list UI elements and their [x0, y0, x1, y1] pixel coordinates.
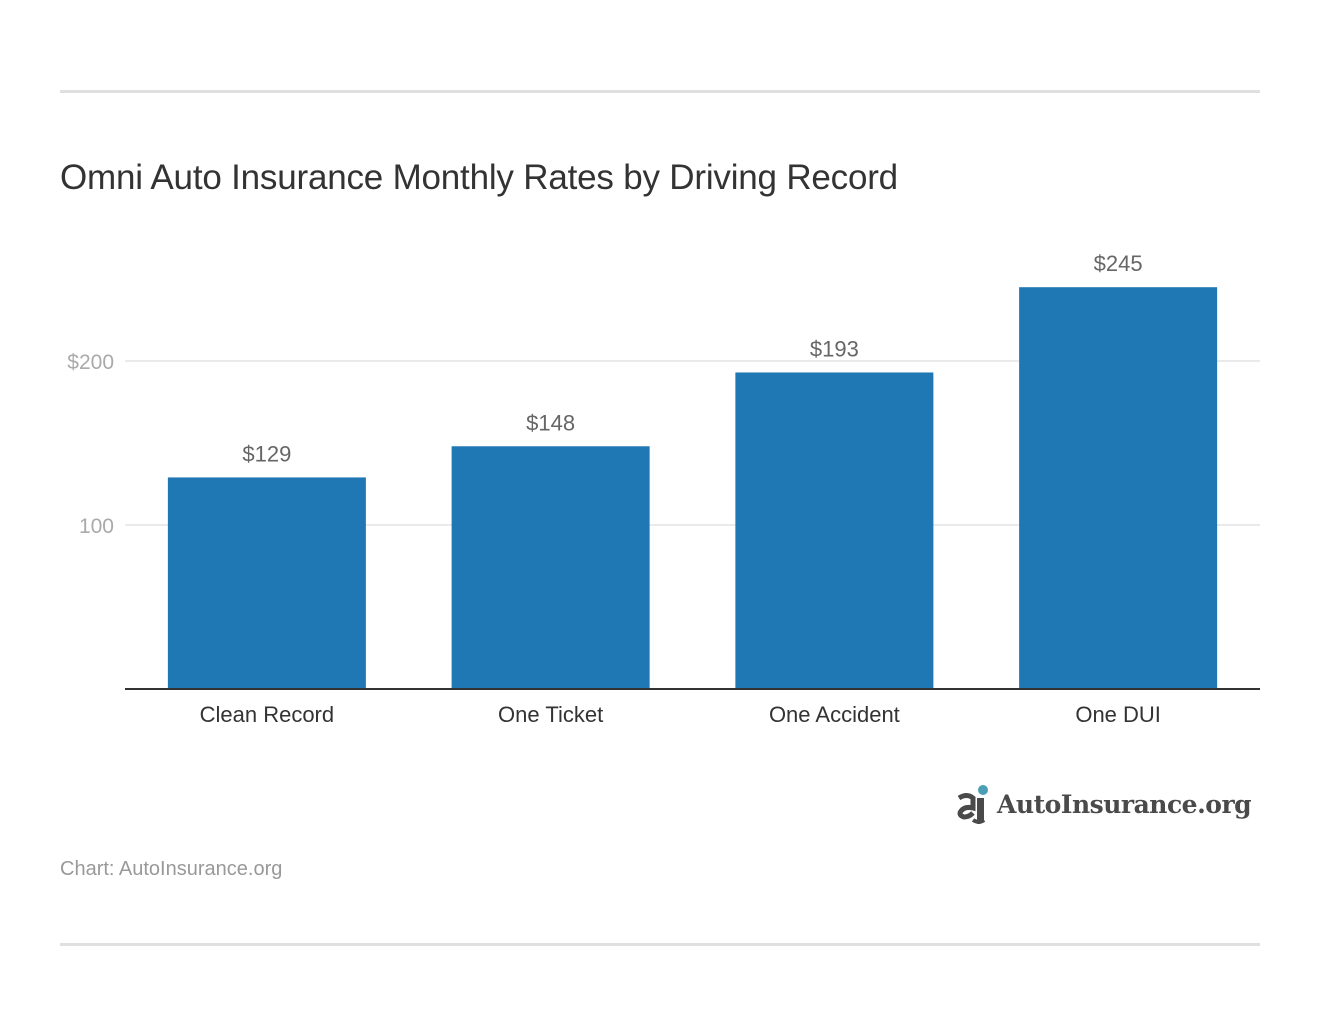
x-tick-label: One Ticket	[498, 702, 603, 727]
data-label: $245	[1094, 251, 1143, 276]
bar	[735, 372, 934, 689]
chart-source: Chart: AutoInsurance.org	[60, 858, 283, 880]
logo: AutoInsurance.org	[955, 784, 1252, 824]
data-label: $148	[526, 410, 575, 435]
y-tick-label: 100	[79, 515, 114, 538]
bar	[451, 446, 650, 689]
bottom-divider	[60, 943, 1260, 946]
bar	[167, 477, 366, 689]
bar	[1019, 287, 1218, 689]
data-label: $193	[810, 336, 859, 361]
x-tick-label: Clean Record	[200, 702, 335, 727]
data-label: $129	[242, 441, 291, 466]
x-tick-label: One Accident	[769, 702, 900, 727]
x-tick-label: One DUI	[1075, 702, 1161, 727]
logo-text: AutoInsurance.org	[997, 789, 1252, 819]
top-divider	[60, 90, 1260, 93]
logo-icon	[957, 785, 988, 824]
y-tick-label: $200	[67, 351, 114, 374]
bar-chart: 100 $200 $129 Clean Record $148 One Ticket $19…	[67, 251, 1260, 727]
chart-title: Omni Auto Insurance Monthly Rates by Dri…	[60, 158, 898, 197]
